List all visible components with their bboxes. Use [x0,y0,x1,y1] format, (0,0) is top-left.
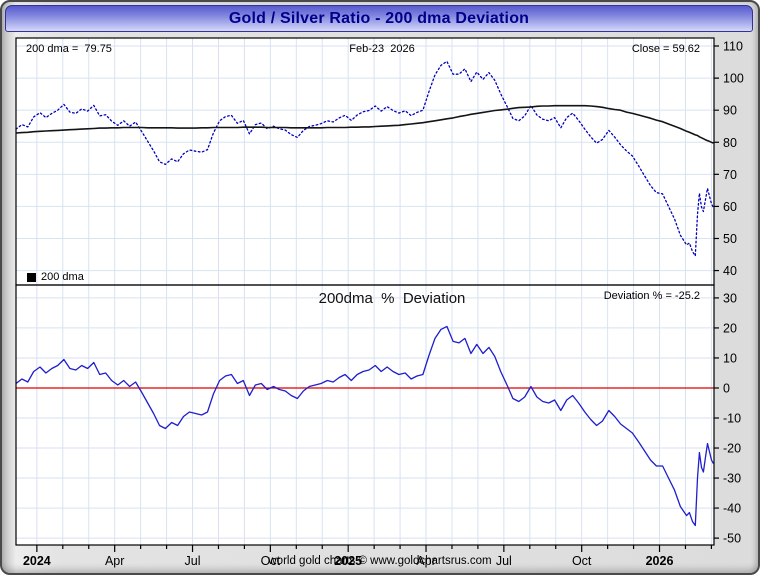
svg-text:0: 0 [723,381,730,395]
svg-text:2025: 2025 [334,554,362,568]
svg-text:30: 30 [723,291,737,305]
page-title: Gold / Silver Ratio - 200 dma Deviation [228,9,530,27]
svg-text:Oct: Oct [261,554,281,568]
close-value-label: Close = 59.62 [631,43,700,55]
svg-text:Apr: Apr [105,554,124,568]
legend-swatch-icon [27,272,36,282]
svg-text:Jul: Jul [496,554,512,568]
date-label: Feb-23 2026 [349,43,415,55]
svg-text:50: 50 [723,232,737,246]
svg-text:20: 20 [723,321,737,335]
svg-text:2024: 2024 [23,554,51,568]
deviation-value-label: Deviation % = -25.2 [603,290,700,302]
svg-text:70: 70 [723,168,737,182]
svg-text:-10: -10 [723,412,741,426]
svg-text:80: 80 [723,136,737,150]
svg-text:Jul: Jul [185,554,201,568]
svg-text:Oct: Oct [572,554,592,568]
svg-text:110: 110 [723,40,743,54]
dma-legend: 200 dma [27,271,84,283]
svg-text:-30: -30 [723,472,741,486]
dma-value-label: 200 dma = 79.75 [26,43,112,55]
svg-text:-20: -20 [723,442,741,456]
svg-text:-40: -40 [723,502,741,516]
svg-text:100: 100 [723,72,744,86]
svg-text:2026: 2026 [646,554,674,568]
deviation-panel-title: 200dma % Deviation [318,290,466,307]
svg-text:10: 10 [723,351,737,365]
copyright-footer: world gold charts © www.goldchartsrus.co… [268,555,492,567]
legend-label: 200 dma [41,271,84,283]
svg-text:-50: -50 [723,532,741,546]
svg-text:40: 40 [723,264,737,278]
svg-text:90: 90 [723,104,737,118]
title-bar: Gold / Silver Ratio - 200 dma Deviation [5,5,753,32]
svg-text:Apr: Apr [416,554,435,568]
svg-text:60: 60 [723,200,737,214]
